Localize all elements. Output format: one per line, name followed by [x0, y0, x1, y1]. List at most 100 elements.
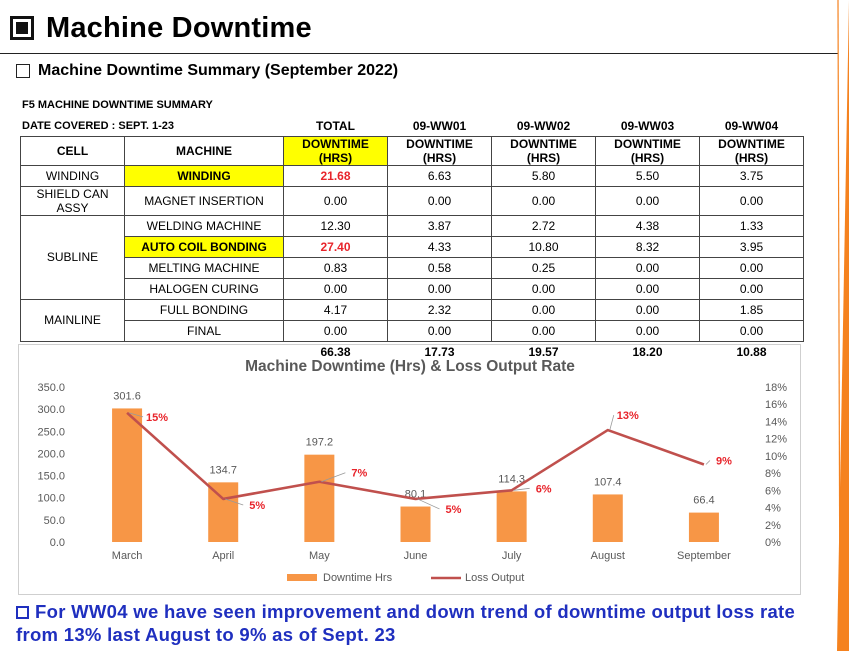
summary-note-text: For WW04 we have seen improvement and do… — [16, 601, 796, 645]
loss-value-label: 7% — [351, 468, 367, 480]
bar-value-label: 301.6 — [113, 390, 141, 402]
total-value: 27.40 — [283, 235, 388, 258]
week-value: 1.85 — [699, 298, 804, 321]
table-row: SUBLINE WELDING MACHINE 12.30 3.87 2.72 … — [20, 214, 804, 300]
machine-name: AUTO COIL BONDING — [124, 235, 284, 258]
bar-june — [400, 506, 431, 542]
week-value: 0.00 — [491, 277, 596, 300]
right-axis-tick: 6% — [765, 485, 781, 497]
loss-value-label: 5% — [249, 500, 265, 512]
table-row: WINDING WINDING 21.68 6.63 5.80 5.50 3.7… — [20, 164, 804, 187]
period-header: 09-WW03 — [620, 118, 675, 133]
right-axis-tick: 0% — [765, 537, 781, 549]
week-value: 0.00 — [699, 185, 804, 216]
week-value: 8.32 — [595, 235, 700, 258]
period-header: 09-WW04 — [724, 118, 779, 133]
orange-accent-stripe — [837, 0, 849, 651]
loss-value-label: 6% — [536, 483, 552, 495]
week-value: 0.00 — [699, 319, 804, 342]
machine-name: FINAL — [124, 319, 284, 342]
column-header-downtime: DOWNTIME (HRS) — [699, 135, 804, 166]
legend-label-loss: Loss Output — [465, 572, 524, 584]
label-leader-line — [513, 487, 530, 491]
x-axis-label: March — [112, 550, 143, 562]
bar-value-label: 107.4 — [594, 476, 622, 488]
left-axis-tick: 200.0 — [37, 448, 65, 460]
week-total: 18.20 — [632, 345, 663, 360]
week-value: 0.00 — [387, 185, 492, 216]
week-value: 0.00 — [387, 277, 492, 300]
week-value: 0.00 — [699, 256, 804, 279]
machine-name: WELDING MACHINE — [124, 214, 284, 237]
period-header: 09-WW01 — [412, 118, 467, 133]
empty-square-icon — [16, 64, 30, 78]
left-axis-tick: 300.0 — [37, 404, 65, 416]
chart-title: Machine Downtime (Hrs) & Loss Output Rat… — [245, 358, 575, 375]
bar-value-label: 197.2 — [306, 437, 334, 449]
table-caption: F5 MACHINE DOWNTIME SUMMARY — [22, 99, 213, 111]
summary-note: For WW04 we have seen improvement and do… — [16, 600, 806, 646]
total-value: 0.00 — [283, 277, 388, 300]
x-axis-label: May — [309, 550, 330, 562]
column-header-downtime: DOWNTIME (HRS) — [283, 135, 388, 166]
x-axis-label: August — [591, 550, 625, 562]
week-value: 5.50 — [595, 164, 700, 187]
bar-may — [304, 454, 335, 542]
week-value: 10.80 — [491, 235, 596, 258]
cell-name: SUBLINE — [20, 214, 125, 300]
week-value: 0.00 — [491, 298, 596, 321]
label-leader-line — [609, 414, 615, 431]
left-axis-tick: 0.0 — [50, 537, 65, 549]
left-axis-tick: 150.0 — [37, 471, 65, 483]
week-total: 10.88 — [736, 345, 767, 360]
week-value: 3.95 — [699, 235, 804, 258]
week-value: 5.80 — [491, 164, 596, 187]
page-title: Machine Downtime — [46, 11, 312, 44]
week-value: 0.00 — [595, 277, 700, 300]
loss-output-line — [126, 411, 705, 501]
table-row: HALOGEN CURING 0.00 0.00 0.00 0.00 0.00 — [21, 277, 804, 300]
week-value: 3.75 — [699, 164, 804, 187]
bar-august — [592, 494, 623, 542]
machine-name: HALOGEN CURING — [124, 277, 284, 300]
total-value: 21.68 — [283, 164, 388, 187]
downtime-summary-table: TOTAL 09-WW01 09-WW02 09-WW03 09-WW04 CE… — [20, 116, 804, 363]
bar-march — [112, 408, 143, 542]
bar-july — [496, 491, 527, 542]
week-value: 0.00 — [699, 277, 804, 300]
column-header-downtime: DOWNTIME (HRS) — [387, 135, 492, 166]
section-heading: Machine Downtime Summary (September 2022… — [16, 62, 398, 80]
x-axis-label: July — [502, 550, 522, 562]
right-axis-tick: 2% — [765, 520, 781, 532]
week-value: 6.63 — [387, 164, 492, 187]
table-row: AUTO COIL BONDING 27.40 4.33 10.80 8.32 … — [21, 235, 804, 258]
week-value: 0.00 — [491, 319, 596, 342]
x-axis-label: April — [212, 550, 234, 562]
table-period-header-row: TOTAL 09-WW01 09-WW02 09-WW03 09-WW04 — [21, 116, 804, 136]
table-row: SHIELD CAN ASSY MAGNET INSERTION 0.00 0.… — [20, 185, 804, 216]
right-axis-tick: 4% — [765, 503, 781, 515]
week-value: 2.72 — [491, 214, 596, 237]
total-value: 4.17 — [283, 298, 388, 321]
bullet-square-icon — [16, 606, 29, 619]
loss-value-label: 13% — [617, 410, 639, 422]
right-axis-tick: 12% — [765, 434, 787, 446]
machine-name: MAGNET INSERTION — [124, 185, 284, 216]
week-value: 4.33 — [387, 235, 492, 258]
column-header-downtime: DOWNTIME (HRS) — [595, 135, 700, 166]
machine-name: FULL BONDING — [124, 298, 284, 321]
left-axis-tick: 100.0 — [37, 493, 65, 505]
label-leader-line — [225, 498, 244, 506]
week-value: 2.32 — [387, 298, 492, 321]
table-column-header-row: CELL MACHINE DOWNTIME (HRS) DOWNTIME (HR… — [20, 135, 804, 166]
week-value: 0.00 — [491, 185, 596, 216]
week-value: 0.00 — [387, 319, 492, 342]
bar-value-label: 134.7 — [209, 464, 237, 476]
week-total: 19.57 — [528, 345, 559, 360]
label-leader-line — [705, 460, 711, 465]
week-value: 1.33 — [699, 214, 804, 237]
column-header-cell: CELL — [20, 135, 125, 166]
x-axis-label: September — [677, 550, 731, 562]
bar-value-label: 66.4 — [693, 495, 714, 507]
week-value: 0.58 — [387, 256, 492, 279]
